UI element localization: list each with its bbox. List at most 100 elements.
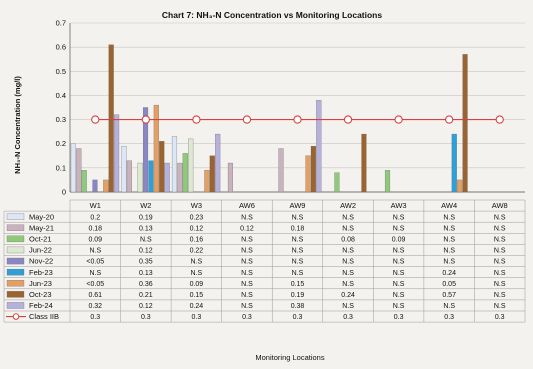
table-cell: 0.3 — [242, 314, 252, 321]
y-tick-label: 0.7 — [56, 19, 66, 28]
bar-may-20-w3 — [171, 136, 178, 193]
bar-oct-23-aw9 — [310, 145, 316, 193]
bar-oct-21-w3 — [182, 153, 188, 193]
bar-feb-24-aw9 — [316, 100, 322, 193]
table-cell: N.S — [191, 270, 203, 277]
table-cell: N.S — [443, 248, 455, 255]
legend-swatch — [6, 302, 25, 309]
table-cell: 0.09 — [88, 237, 102, 244]
bar-jun-23-w3 — [204, 170, 210, 193]
category-label: AW3 — [391, 201, 407, 210]
bar-may-21-aw6 — [227, 162, 233, 193]
class-iib-marker — [343, 115, 353, 124]
bar-oct-21-w1 — [81, 170, 87, 193]
table-cell: 0.22 — [190, 248, 204, 255]
table-cell: N.S — [342, 248, 354, 255]
table-cell: 0.13 — [139, 225, 153, 232]
table-cell: N.S — [393, 214, 405, 221]
legend-swatch — [6, 246, 25, 254]
table-cell: N.S — [494, 292, 506, 299]
table-cell: 0.08 — [341, 237, 355, 244]
table-cell: N.S — [443, 303, 455, 310]
bar-may-21-w3 — [177, 162, 183, 193]
bar-may-20-w1 — [70, 143, 76, 193]
table-cell: N.S — [443, 225, 455, 232]
table-cell: N.S — [241, 270, 253, 277]
table-cell: N.S — [494, 237, 506, 244]
chart-title: Chart 7: NH₃-N Concentration vs Monitori… — [162, 10, 382, 20]
table-cell: N.S — [494, 248, 506, 255]
table-cell: N.S — [494, 225, 506, 232]
category-label: AW8 — [492, 201, 508, 210]
table-cell: N.S — [89, 270, 101, 277]
bar-feb-23-aw4 — [451, 133, 457, 193]
table-cell: 0.23 — [190, 214, 204, 221]
class-iib-marker — [293, 115, 302, 124]
y-axis-ticks: 0 0.1 0.2 0.3 0.4 0.5 0.6 0.7 — [56, 19, 66, 197]
table-cell: N.S — [292, 270, 304, 277]
table-cell: N.S — [292, 237, 304, 244]
category-label: W3 — [191, 201, 202, 210]
legend-swatch — [6, 213, 25, 220]
legend-swatch — [6, 280, 25, 287]
table-cell: N.S — [443, 214, 455, 221]
bar-jun-23-aw4 — [457, 179, 463, 193]
y-tick-label: 0.1 — [56, 163, 66, 172]
table-cell: N.S — [241, 303, 253, 310]
table-cell: 0.15 — [190, 292, 204, 299]
class-iib-marker — [445, 115, 454, 124]
table-cell: 0.09 — [392, 237, 406, 244]
bar-oct-23-aw2 — [361, 133, 367, 193]
bars — [70, 44, 468, 193]
table-cell: 0.18 — [291, 225, 305, 232]
table-cell: N.S — [292, 259, 304, 266]
category-label: AW2 — [340, 201, 356, 210]
table-cell: N.S — [241, 237, 253, 244]
class-iib-marker — [242, 115, 252, 124]
table-cell: 0.15 — [291, 281, 305, 288]
x-axis-label: Monitoring Locations — [255, 353, 324, 362]
table-cell: N.S — [443, 237, 455, 244]
table-cell: N.S — [342, 281, 354, 288]
table-cell: N.S — [241, 292, 253, 299]
legend-label: Feb-24 — [29, 301, 53, 310]
table-cell: N.S — [140, 237, 152, 244]
table-cell: 0.05 — [442, 281, 456, 288]
bar-jun-22-w3 — [188, 138, 194, 193]
bar-oct-23-w2 — [159, 141, 165, 193]
legend-swatch — [6, 291, 25, 298]
table-cell: N.S — [393, 303, 405, 310]
table-cell: 0.12 — [139, 303, 153, 310]
table-cell: N.S — [342, 259, 354, 266]
table-cell: N.S — [443, 259, 455, 266]
table-cell: N.S — [89, 248, 101, 255]
bar-may-21-w1 — [76, 148, 82, 193]
table-cell: 0.24 — [442, 270, 456, 277]
y-tick-label: 0.3 — [56, 115, 66, 124]
table-cell: N.S — [241, 248, 253, 255]
table-cell: N.S — [494, 214, 506, 221]
table-cell: N.S — [393, 270, 405, 277]
table-cell: 0.32 — [88, 303, 102, 310]
bar-nov-22-w2 — [142, 107, 149, 193]
table-cell: 0.12 — [240, 225, 254, 232]
table-cell: N.S — [393, 281, 405, 288]
category-label: AW6 — [239, 201, 255, 210]
table-cell: N.S — [342, 214, 354, 221]
legend-marker — [12, 313, 20, 320]
category-label: AW4 — [441, 201, 457, 210]
bar-oct-23-w1 — [108, 44, 114, 193]
table-cell: N.S — [292, 214, 304, 221]
table-cell: 0.3 — [343, 314, 353, 321]
legend-label: Nov-22 — [29, 257, 53, 266]
category-label: AW9 — [290, 201, 306, 210]
legend-label: Jun-22 — [29, 246, 52, 255]
legend-swatch — [6, 224, 25, 231]
bar-feb-24-w3 — [215, 133, 221, 193]
class-iib-marker — [141, 115, 150, 124]
table-cell: 0.16 — [190, 237, 204, 244]
category-label: W2 — [140, 201, 151, 210]
table-cell: 0.3 — [444, 314, 454, 321]
limit-line — [91, 115, 504, 124]
table-cell: N.S — [342, 303, 354, 310]
